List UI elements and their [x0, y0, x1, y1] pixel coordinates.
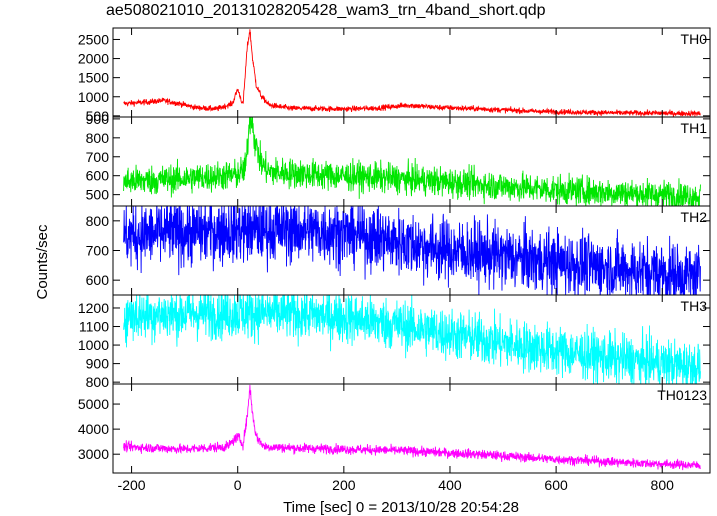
series-line-th1	[123, 117, 701, 206]
chart-title: ae508021010_20131028205428_wam3_trn_4ban…	[106, 2, 546, 19]
series-line-th2	[123, 206, 701, 295]
x-axis-label: Time [sec] 0 = 2013/10/28 20:54:28	[283, 499, 519, 516]
y-tick-label: 500	[86, 187, 110, 203]
y-tick-label: 5000	[78, 396, 109, 412]
y-tick-label: 1000	[78, 337, 109, 353]
x-tick-label: 600	[544, 477, 568, 493]
y-tick-label: 600	[86, 272, 110, 288]
x-tick-label: 0	[234, 477, 242, 493]
y-tick-label: 4000	[78, 421, 109, 437]
panel-th0123: 3000 4000 5000 TH0123	[78, 383, 711, 474]
panel-frame	[112, 383, 711, 474]
series-line-th0123	[123, 384, 701, 471]
y-axis-label: Counts/sec	[34, 224, 51, 300]
x-tick-label: 400	[438, 477, 462, 493]
x-axis: -200 0 200 400 600 800	[118, 477, 675, 493]
y-tick-label: 600	[86, 168, 110, 184]
y-tick-label: 1100	[79, 319, 109, 335]
y-tick-label: 1200	[78, 300, 109, 316]
x-tick-label: 800	[651, 477, 675, 493]
panel-label: TH1	[681, 120, 708, 136]
y-tick-label: 500	[86, 108, 110, 124]
panel-label: TH3	[681, 298, 708, 314]
y-tick-label: 1500	[78, 70, 109, 86]
panel-label: TH2	[681, 209, 708, 225]
panel-th2: 600 700 800 TH2	[86, 205, 711, 296]
panel-label: TH0123	[657, 387, 707, 403]
y-tick-label: 2000	[78, 51, 109, 67]
y-tick-label: 900	[86, 356, 110, 372]
y-tick-label: 800	[86, 130, 110, 146]
series-line-th3	[123, 295, 701, 384]
series-line-th0	[123, 29, 701, 117]
y-tick-label: 800	[86, 374, 110, 390]
panel-th0: 500 1000 1500 2000 2500 TH0	[78, 27, 711, 124]
panels-layer: 500 1000 1500 2000 2500 TH0 500 600 700 800 900 TH1…	[78, 27, 711, 474]
y-tick-label: 700	[86, 243, 110, 259]
panel-th1: 500 600 700 800 900 TH1	[86, 111, 711, 207]
y-tick-label: 3000	[78, 446, 109, 462]
x-tick-label: 200	[332, 477, 356, 493]
y-tick-label: 900	[86, 111, 110, 127]
panel-frame	[112, 27, 711, 118]
x-tick-label: -200	[118, 477, 146, 493]
y-tick-label: 800	[86, 213, 110, 229]
y-tick-label: 2500	[78, 31, 109, 47]
y-tick-label: 700	[86, 149, 110, 165]
panel-th3: 800 900 1000 1100 1200 TH3	[78, 294, 711, 390]
panel-label: TH0	[681, 31, 708, 47]
y-tick-label: 1000	[78, 89, 109, 105]
